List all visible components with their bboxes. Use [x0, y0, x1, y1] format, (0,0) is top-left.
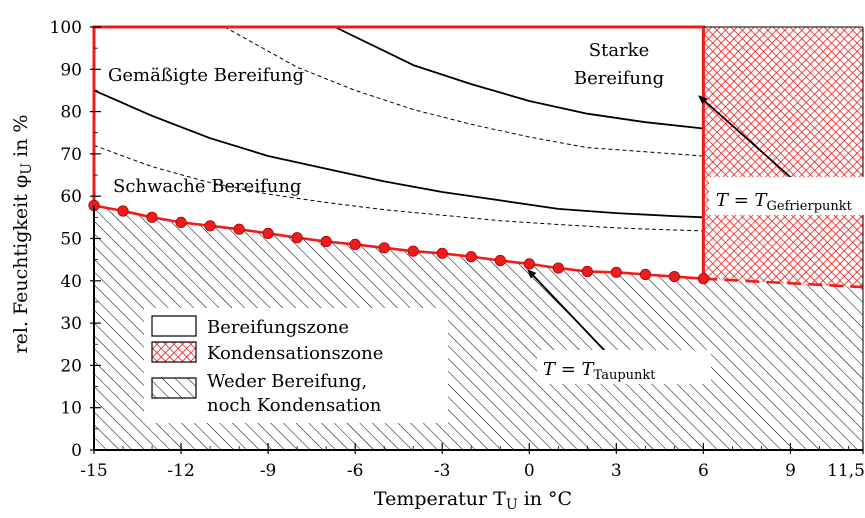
- x-axis-label: Temperatur TU in °C: [374, 488, 572, 513]
- dewpoint-line: [93, 204, 704, 280]
- dewpoint-marker: [175, 216, 187, 228]
- freezing-label-box: [709, 177, 865, 215]
- x-tick-label: -3: [434, 461, 451, 481]
- y-tick-label: 40: [60, 272, 82, 292]
- dewpoint-marker: [552, 262, 564, 274]
- dewpoint-label-main: T = T: [543, 359, 596, 380]
- dewpoint-arrow: [527, 269, 605, 351]
- legend-label-neither-2: noch Kondensation: [207, 395, 382, 416]
- legend-label-neither-1: Weder Bereifung,: [207, 371, 367, 392]
- legend-swatch-neither: [151, 377, 197, 399]
- y-tick-label: 0: [71, 441, 82, 461]
- dewpoint-label-sub: Taupunkt: [594, 368, 657, 383]
- x-tick-label: 9: [785, 461, 796, 481]
- frost-boundary-solid-curve-2: [93, 89, 704, 219]
- x-tick-label: -6: [347, 461, 364, 481]
- dewpoint-marker: [697, 273, 710, 285]
- dewpoint-marker: [378, 242, 390, 254]
- legend-swatch-frost: [151, 315, 197, 337]
- x-tick-label: 3: [611, 461, 622, 481]
- zone-label-strong-line1: Starke: [589, 40, 649, 61]
- zone-label-strong-line2: Bereifung: [574, 68, 664, 89]
- x-tick-label: 11,5: [827, 461, 865, 481]
- freezing-label: T = TGefrierpunkt: [716, 190, 853, 214]
- dewpoint-marker: [117, 205, 129, 217]
- frost-boundary-dashed-curve-2: [93, 144, 704, 232]
- frost-boundary-solid-curve-1: [334, 26, 704, 130]
- dewpoint-line-extension: [703, 277, 864, 289]
- legend-swatch-condensation: [151, 341, 197, 363]
- dewpoint-marker: [233, 223, 245, 235]
- y-axis-label-unit: in %: [10, 115, 32, 163]
- dewpoint-marker: [204, 220, 216, 232]
- dewpoint-marker: [494, 254, 506, 267]
- y-axis-label-main: rel. Feuchtigkeit φ: [10, 175, 32, 354]
- dewpoint-marker: [320, 235, 332, 248]
- x-axis-label-main: Temperatur T: [374, 488, 506, 510]
- y-axis-label-sub: U: [19, 163, 35, 175]
- freezing-label-main: T = T: [716, 190, 769, 211]
- dewpoint-label: T = TTaupunkt: [543, 359, 656, 383]
- zone-label-weak: Schwache Bereifung: [113, 176, 301, 197]
- dewpoint-marker: [668, 270, 681, 283]
- x-tick-label: -9: [260, 461, 277, 481]
- zone-condensation: [703, 27, 863, 288]
- dewpoint-marker: [349, 238, 361, 250]
- legend-label-condensation: Kondensationszone: [207, 343, 383, 364]
- y-tick-label: 80: [60, 103, 82, 123]
- x-tick-label: -15: [80, 461, 107, 481]
- dewpoint-marker: [407, 245, 419, 257]
- x-tick-label: 6: [698, 461, 709, 481]
- zone-label-moderate: Gemäßigte Bereifung: [108, 65, 304, 86]
- dewpoint-marker: [262, 227, 274, 239]
- y-tick-label: 100: [50, 18, 82, 38]
- dewpoint-marker: [639, 268, 652, 281]
- freezing-label-sub: Gefrierpunkt: [767, 199, 853, 214]
- y-axis-label: rel. Feuchtigkeit φU in %: [10, 115, 35, 354]
- dewpoint-marker: [146, 211, 158, 223]
- y-tick-label: 90: [60, 60, 82, 80]
- y-tick-label: 60: [60, 187, 82, 207]
- frost-boundary-dashed-curve-1: [224, 26, 704, 157]
- y-tick-label: 20: [60, 356, 82, 376]
- x-tick-label: 0: [524, 461, 535, 481]
- dewpoint-marker: [581, 265, 593, 278]
- y-tick-label: 30: [60, 314, 82, 334]
- x-axis-label-unit: in °C: [518, 488, 572, 510]
- x-tick-label: -12: [167, 461, 194, 481]
- dewpoint-marker: [610, 266, 622, 278]
- frost-zone-red-boundary: [92, 25, 705, 279]
- dewpoint-marker: [465, 251, 477, 263]
- x-axis-label-sub: U: [506, 497, 518, 513]
- legend: Bereifungszone Kondensationszone Weder B…: [144, 308, 448, 423]
- dewpoint-marker: [523, 258, 535, 270]
- freezing-arrow: [698, 95, 798, 184]
- y-tick-label: 50: [60, 230, 82, 250]
- y-tick-label: 70: [60, 145, 82, 165]
- dewpoint-label-box: [537, 350, 711, 384]
- legend-label-frost: Bereifungszone: [207, 317, 349, 338]
- y-tick-label: 10: [60, 399, 82, 419]
- dewpoint-marker: [436, 247, 448, 259]
- dewpoint-marker: [291, 232, 303, 244]
